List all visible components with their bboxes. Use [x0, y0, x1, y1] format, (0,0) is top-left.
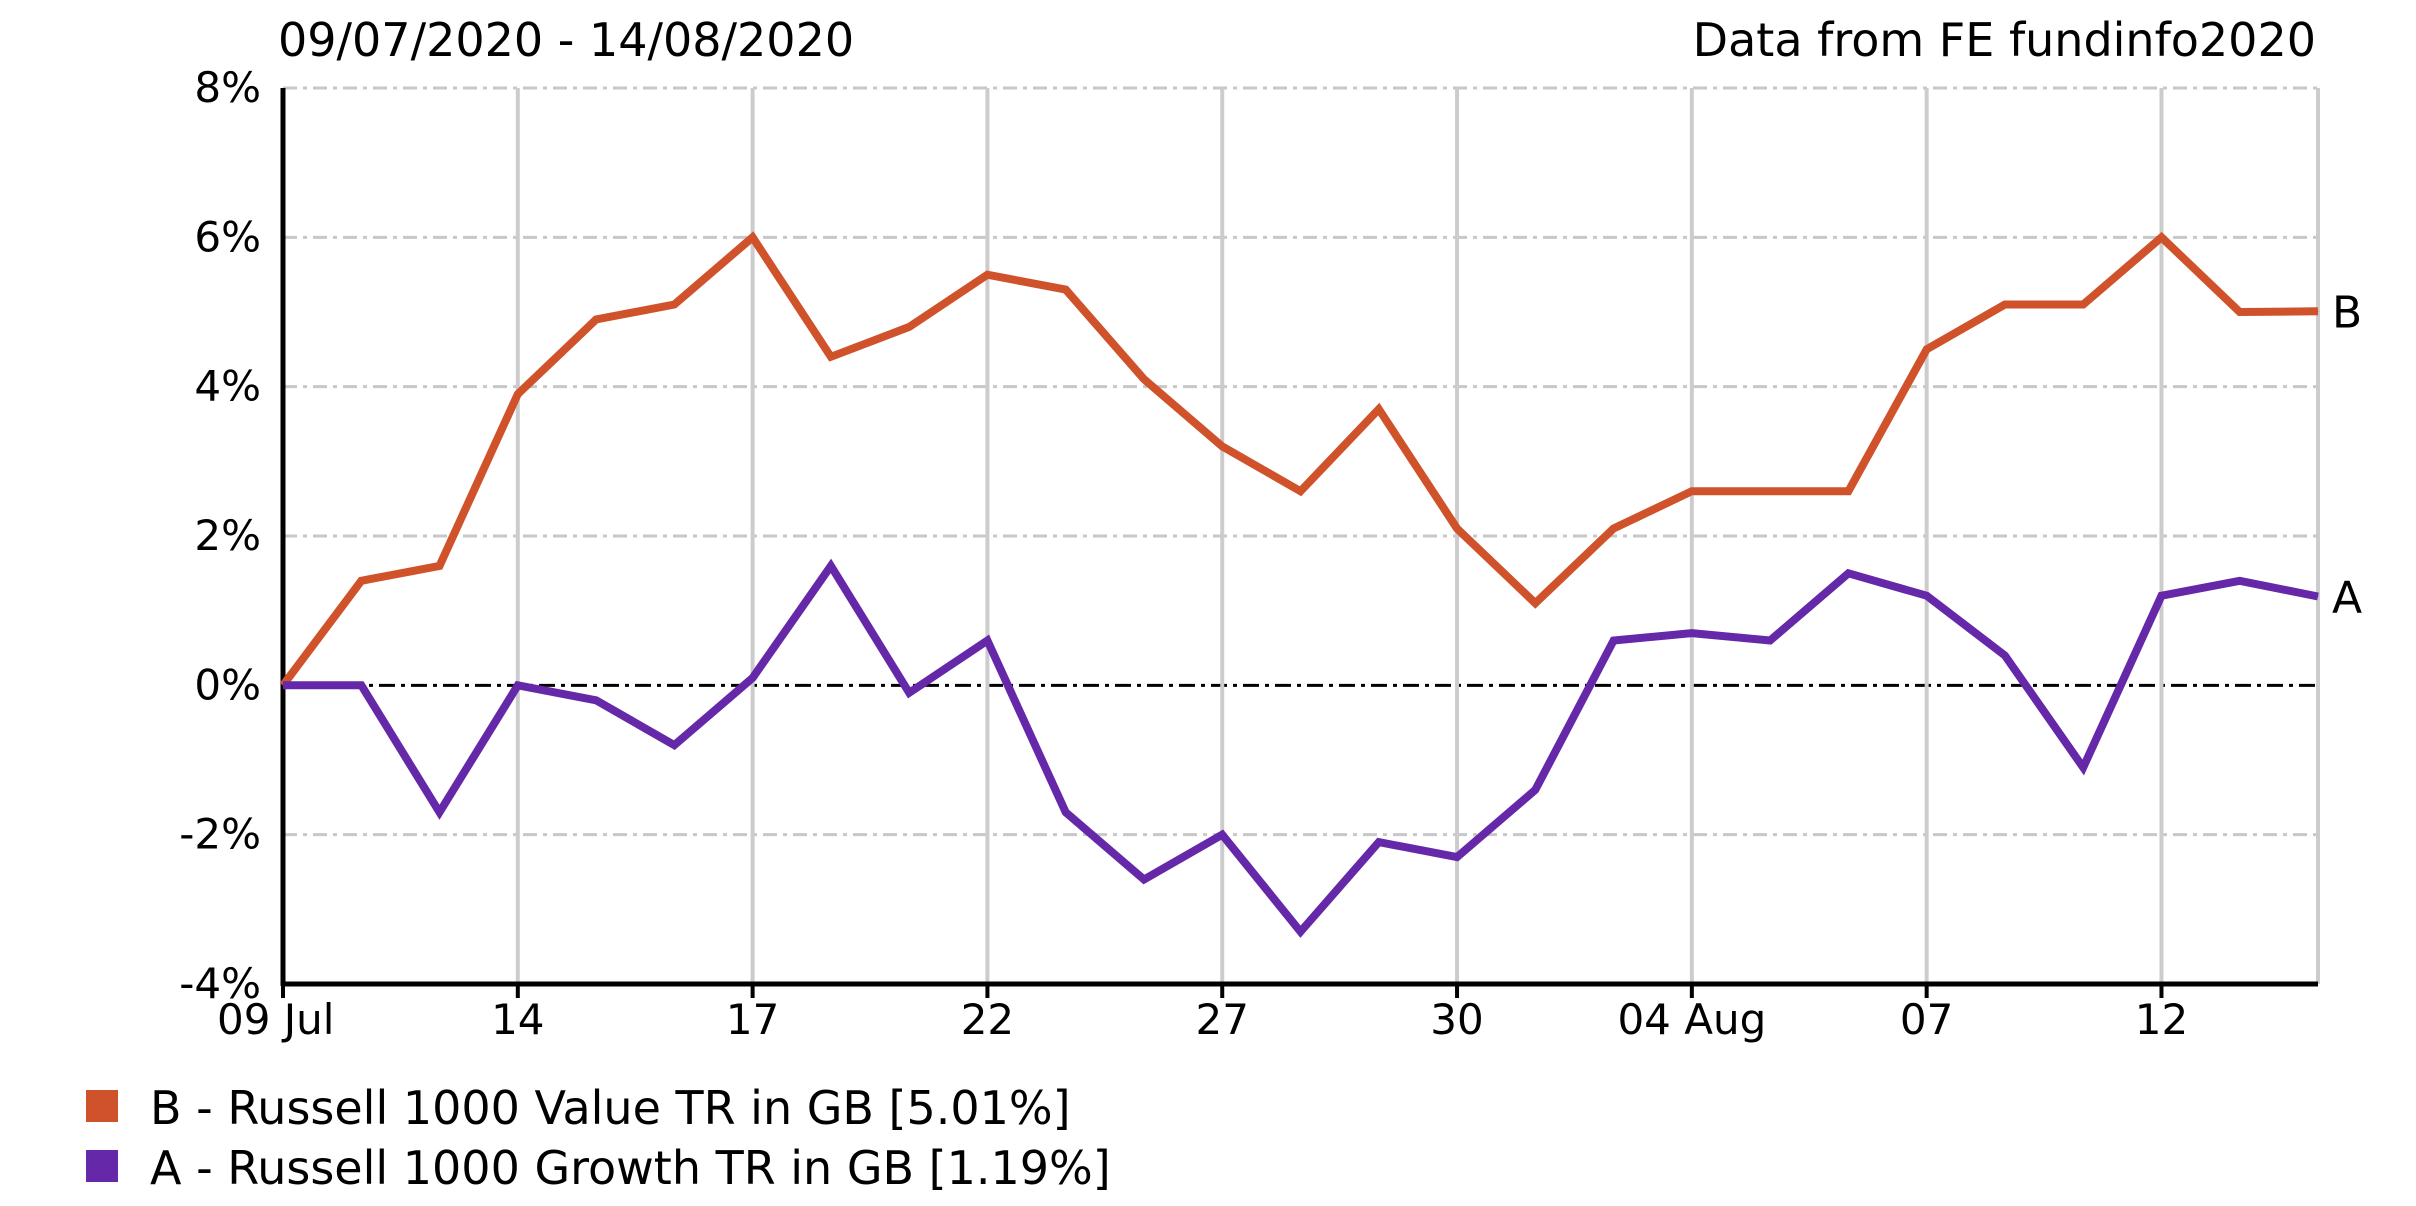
x-tick-label: 27	[1196, 995, 1249, 1044]
data-point-b	[830, 356, 832, 358]
data-point-a	[1065, 811, 1067, 813]
data-point-a	[1143, 878, 1145, 880]
data-point-a	[2004, 654, 2006, 656]
data-point-b	[1534, 602, 1536, 604]
data-point-b	[1065, 289, 1067, 291]
x-tick-label: 04 Aug	[1617, 995, 1766, 1044]
data-point-b	[986, 274, 988, 276]
x-tick-label: 30	[1430, 995, 1483, 1044]
data-point-a	[986, 640, 988, 642]
data-point-b	[1221, 445, 1223, 447]
date-range-label: 09/07/2020 - 14/08/2020	[278, 13, 855, 67]
y-tick-label: 2%	[194, 511, 261, 560]
data-point-b	[2082, 304, 2084, 306]
data-point-a	[1691, 632, 1693, 634]
data-point-a	[1613, 640, 1615, 642]
series-line-a	[283, 558, 2319, 938]
data-point-b	[1769, 490, 1771, 492]
data-point-a	[752, 677, 754, 679]
x-tick-label: 17	[726, 995, 779, 1044]
y-tick-label: 4%	[194, 362, 261, 411]
data-point-a	[1769, 640, 1771, 642]
data-point-a	[2082, 766, 2084, 768]
data-point-b	[2004, 304, 2006, 306]
data-point-b	[1613, 528, 1615, 530]
data-point-b	[1300, 490, 1301, 492]
legend-swatch-a	[86, 1150, 118, 1182]
data-point-a	[517, 684, 519, 686]
data-point-a	[1926, 595, 1928, 597]
data-point-a	[2239, 580, 2241, 582]
grid-lines	[283, 86, 2320, 984]
data-point-b	[517, 393, 519, 395]
y-tick-label: 0%	[194, 660, 261, 709]
x-tick-label: 07	[1900, 995, 1953, 1044]
x-tick-label: 14	[491, 995, 544, 1044]
data-point-b	[1926, 348, 1928, 350]
series-lines	[279, 231, 2319, 938]
legend-label-a: A - Russell 1000 Growth TR in GB [1.19%]	[150, 1141, 1111, 1195]
data-point-b	[595, 318, 597, 320]
x-tick-label: 09 Jul	[217, 995, 334, 1044]
data-source-label: Data from FE fundinfo2020	[1692, 13, 2316, 67]
y-tick-label: 6%	[194, 212, 261, 261]
data-point-a	[2317, 595, 2319, 597]
data-point-b	[2317, 310, 2319, 312]
data-point-a	[1300, 931, 1301, 933]
y-tick-label: -2%	[179, 810, 261, 859]
data-point-a	[673, 744, 675, 746]
series-end-label-a: A	[2332, 572, 2362, 623]
legend-label-b: B - Russell 1000 Value TR in GB [5.01%]	[150, 1081, 1071, 1135]
data-point-a	[1456, 856, 1458, 858]
data-point-a	[1847, 572, 1849, 574]
data-point-b	[1691, 490, 1693, 492]
data-point-b	[1378, 408, 1380, 410]
data-point-a	[830, 565, 832, 567]
data-point-a	[595, 699, 597, 701]
data-point-a	[1534, 789, 1536, 791]
y-tick-label: -4%	[179, 959, 261, 1008]
data-point-b	[2160, 236, 2162, 238]
data-point-b	[908, 326, 910, 328]
data-point-b	[1143, 378, 1145, 380]
chart-axes	[280, 88, 2318, 998]
series-end-label-b: B	[2332, 287, 2362, 338]
data-point-b	[2239, 311, 2241, 313]
x-tick-label: 12	[2135, 995, 2188, 1044]
y-tick-label: 8%	[194, 63, 261, 112]
data-point-a	[1221, 834, 1223, 836]
data-point-b	[1456, 528, 1458, 530]
x-tick-label: 22	[961, 995, 1014, 1044]
data-point-b	[752, 236, 754, 238]
data-point-a	[360, 684, 362, 686]
data-point-b	[360, 580, 362, 582]
axis-labels: 8% 6% 4% 2% 0% -2% -4%09 Jul 14 17 22 27 30 04 Aug 07…	[179, 63, 2362, 1044]
data-point-b	[1847, 490, 1849, 492]
data-point-b	[439, 565, 441, 567]
series-line-b	[279, 231, 2319, 688]
data-point-a	[2160, 595, 2162, 597]
data-point-a	[439, 811, 441, 813]
legend-swatch-b	[86, 1090, 118, 1122]
data-point-b	[673, 304, 675, 306]
data-point-a	[908, 692, 910, 694]
data-point-a	[1378, 841, 1380, 843]
data-point-a	[282, 684, 284, 686]
